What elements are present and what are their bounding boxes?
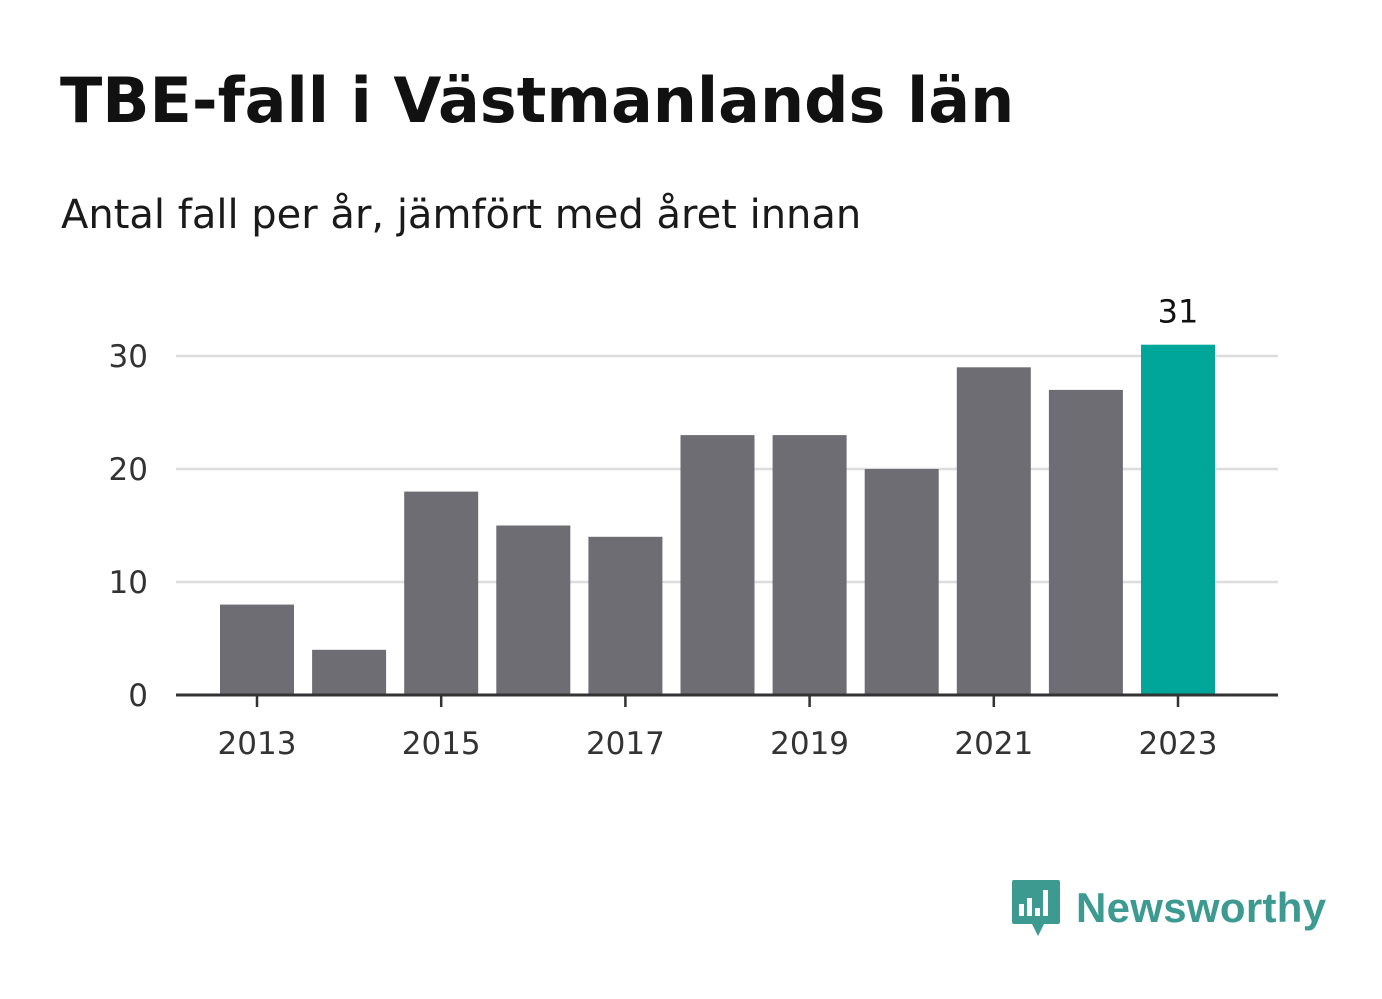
y-tick-label: 30 — [109, 339, 148, 375]
bar — [404, 491, 479, 695]
bar-value-label: 31 — [1158, 293, 1199, 331]
bar — [1048, 389, 1123, 695]
y-tick-label: 20 — [109, 452, 148, 488]
bar — [220, 604, 294, 695]
y-tick-label: 10 — [109, 565, 148, 601]
x-tick-label: 2021 — [954, 726, 1033, 762]
bar — [588, 536, 663, 695]
bar — [680, 435, 755, 695]
newsworthy-logo-icon — [1012, 880, 1060, 936]
x-tick-label: 2017 — [586, 726, 665, 762]
bar — [772, 435, 847, 695]
highlight-bar — [1141, 344, 1215, 695]
brand-name: Newsworthy — [1076, 884, 1327, 931]
brand-logo: Newsworthy — [1010, 878, 1326, 938]
chart-subtitle: Antal fall per år, jämfört med året inna… — [61, 192, 862, 238]
x-tick-label: 2023 — [1139, 726, 1218, 762]
bar — [864, 469, 939, 695]
bar — [496, 525, 571, 695]
bar — [956, 367, 1031, 695]
chart-title: TBE-fall i Västmanlands län — [60, 64, 1015, 137]
y-tick-label: 0 — [128, 678, 148, 714]
x-tick-label: 2015 — [402, 726, 481, 762]
bar — [312, 649, 387, 695]
x-tick-label: 2013 — [218, 726, 297, 762]
x-tick-label: 2019 — [770, 726, 849, 762]
